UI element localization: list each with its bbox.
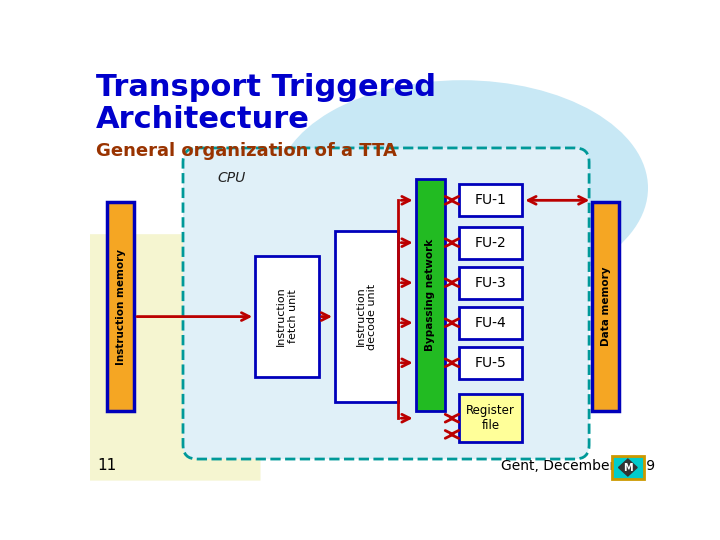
- FancyBboxPatch shape: [90, 234, 261, 481]
- FancyBboxPatch shape: [459, 347, 523, 379]
- FancyBboxPatch shape: [459, 267, 523, 299]
- Text: FU-4: FU-4: [474, 316, 507, 330]
- Text: Bypassing network: Bypassing network: [426, 239, 435, 351]
- Text: Transport Triggered: Transport Triggered: [96, 72, 436, 102]
- Text: Data memory: Data memory: [600, 267, 611, 346]
- Text: FU-3: FU-3: [474, 276, 507, 289]
- Text: M: M: [623, 462, 633, 472]
- FancyBboxPatch shape: [593, 202, 619, 411]
- FancyBboxPatch shape: [459, 184, 523, 217]
- Text: FU-2: FU-2: [474, 235, 507, 249]
- Text: CPU: CPU: [218, 171, 246, 185]
- Text: Gent, December 1999: Gent, December 1999: [500, 459, 655, 473]
- Text: FU-5: FU-5: [474, 356, 507, 370]
- FancyBboxPatch shape: [459, 394, 523, 442]
- FancyBboxPatch shape: [459, 307, 523, 339]
- FancyBboxPatch shape: [107, 202, 134, 411]
- Text: Register
file: Register file: [467, 404, 515, 432]
- FancyBboxPatch shape: [255, 256, 319, 377]
- Text: Instruction
fetch unit: Instruction fetch unit: [276, 287, 297, 347]
- FancyBboxPatch shape: [415, 179, 445, 411]
- Ellipse shape: [276, 80, 648, 296]
- Text: Instruction
decode unit: Instruction decode unit: [356, 284, 377, 350]
- FancyBboxPatch shape: [459, 226, 523, 259]
- Text: General organization of a TTA: General organization of a TTA: [96, 142, 397, 160]
- Text: 11: 11: [98, 458, 117, 473]
- Text: Architecture: Architecture: [96, 105, 310, 134]
- FancyBboxPatch shape: [335, 231, 398, 402]
- Text: Instruction memory: Instruction memory: [116, 248, 125, 364]
- Text: FU-1: FU-1: [474, 193, 507, 207]
- FancyBboxPatch shape: [611, 456, 644, 479]
- FancyBboxPatch shape: [183, 148, 589, 459]
- Polygon shape: [618, 459, 637, 476]
